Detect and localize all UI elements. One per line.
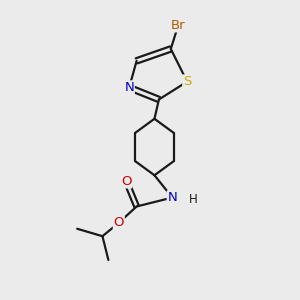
Text: O: O (121, 175, 131, 188)
Text: O: O (113, 216, 124, 229)
Text: N: N (124, 81, 134, 94)
Text: N: N (167, 191, 177, 204)
Text: H: H (189, 193, 197, 206)
Text: S: S (183, 75, 191, 88)
Text: Br: Br (171, 19, 185, 32)
